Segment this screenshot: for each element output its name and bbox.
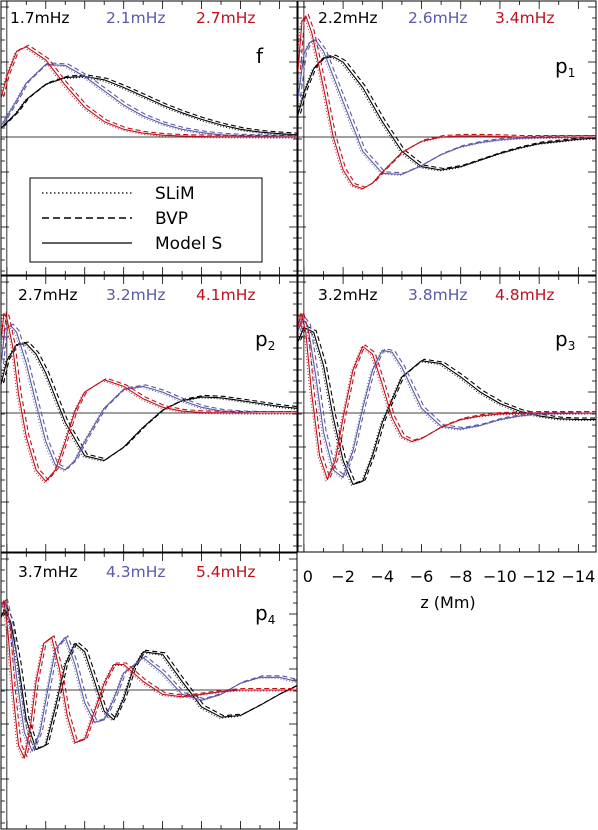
curve-bvp-red [299,13,596,188]
curve-slim-red [1,600,296,761]
freq-label-p2-1: 2.7mHz [18,286,78,304]
x-axis-title: z (Mm) [420,593,475,612]
panel-frame [0,0,298,276]
x-tick-label: −14 [562,567,596,586]
curve-slim-black [298,57,595,172]
curve-models-blue [298,39,596,175]
legend-label-slim: SLiM [155,184,195,204]
curve-models-blue [1,600,297,752]
panel-curves-p3 [298,311,596,486]
legend: SLiM BVP Model S [29,177,263,263]
x-tick-label: −8 [449,567,473,586]
panel-curves-p1 [298,13,596,191]
curve-bvp-black [299,325,596,484]
curve-models-black [298,326,596,485]
x-tick-label: −12 [522,567,556,586]
freq-label-p3-1: 3.2mHz [318,286,378,304]
curve-models-black [298,56,596,171]
curve-models-blue [1,63,297,138]
curve-slim-black [1,344,296,462]
x-tick-label: −2 [331,567,355,586]
curve-slim-blue [298,318,595,480]
curve-slim-black [1,609,296,752]
curves [1,13,596,761]
x-tick-label: −6 [410,567,434,586]
curve-models-black [1,343,297,462]
curve-slim-blue [1,64,296,139]
curve-bvp-black [3,74,297,134]
panel-curves-p4 [1,598,297,761]
legend-label-bvp: BVP [155,209,188,229]
freq-label-p4-2: 4.3mHz [106,563,166,581]
x-tick-label: 0 [303,567,313,586]
freq-label-p1-2: 2.6mHz [408,9,468,27]
freq-label-p1-3: 3.4mHz [495,9,555,27]
freq-label-p2-2: 3.2mHz [106,286,166,304]
curve-models-red [1,46,297,138]
panel-frame [297,0,597,276]
curve-slim-blue [1,600,296,754]
curve-bvp-black [2,341,297,460]
mode-label-p4: p4 [255,601,275,627]
curve-bvp-blue [299,315,596,477]
freq-label-p3-3: 4.8mHz [495,286,555,304]
legend-box [29,177,263,263]
curve-slim-blue [1,326,296,472]
freq-label-f-2: 2.1mHz [106,9,166,27]
curve-slim-red [298,314,595,482]
curve-bvp-red [2,44,297,137]
freq-label-p1-1: 2.2mHz [318,9,378,27]
panel-curves-p2 [1,311,297,484]
curve-models-red [1,600,297,759]
curve-models-blue [1,325,297,471]
freq-label-p2-3: 4.1mHz [196,286,256,304]
curve-slim-red [1,47,296,139]
curve-models-red [298,312,596,481]
curve-slim-black [298,327,595,486]
freq-label-p4-1: 3.7mHz [18,563,78,581]
curve-bvp-red [2,311,297,481]
mode-label-p3: p3 [555,327,575,353]
mode-label-p1: p1 [555,54,575,80]
panel-curves-f [1,44,297,139]
mode-label-p2: p2 [255,327,275,353]
curve-bvp-black [299,54,596,170]
curve-bvp-red [299,311,596,479]
curve-bvp-black [3,607,297,749]
curve-slim-black [1,77,296,137]
freq-label-p3-2: 3.8mHz [408,286,468,304]
legend-label-models: Model S [155,234,222,254]
curve-models-blue [298,317,596,479]
curve-bvp-blue [3,62,297,136]
x-tick-label: −4 [371,567,395,586]
mode-label-f: f [256,44,264,68]
panel-frame [0,552,298,830]
curve-models-red [1,312,297,482]
x-tick-label: −10 [483,567,517,586]
freq-label-f-3: 2.7mHz [196,9,256,27]
curve-models-black [1,608,297,751]
labels: 1.7mHz 2.1mHz 2.7mHz 2.2mHz 2.6mHz 3.4mH… [10,9,595,627]
freq-label-f-1: 1.7mHz [10,9,70,27]
freq-label-p4-3: 5.4mHz [196,563,256,581]
curve-bvp-blue [2,323,297,470]
curve-models-red [298,15,596,190]
curve-bvp-red [3,598,297,758]
panel-frame [0,275,298,553]
